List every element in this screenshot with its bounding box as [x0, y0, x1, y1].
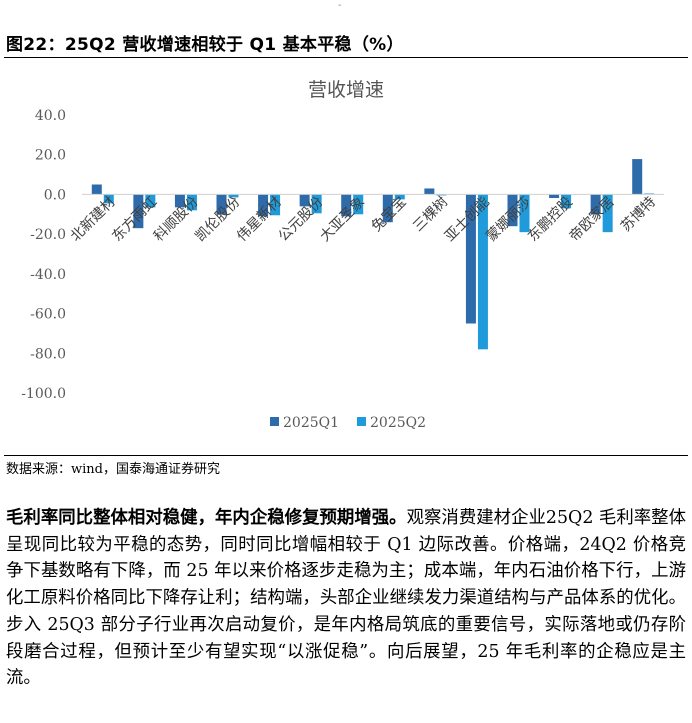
bar-chart: 营收增速 40.0 20.0 0.0 -20.0 -40.0 -60.0 -80.0 -100… — [21, 79, 664, 431]
bar-2025Q2-亚士创能 — [477, 194, 488, 350]
x-category-label: 苏博特 — [617, 193, 659, 235]
bar-2025Q2-东方雨虹 — [145, 194, 156, 208]
figure-title: 图22：25Q2 营收增速相较于 Q1 基本平稳（%） — [6, 35, 404, 55]
bars — [91, 159, 655, 350]
bar-2025Q1-东鹏控股 — [549, 194, 560, 199]
bar-2025Q2-大亚圣象 — [353, 194, 364, 215]
bar-2025Q1-帝欧家居 — [590, 194, 601, 215]
data-source: 数据来源：wind，国泰海通证券研究 — [6, 462, 220, 477]
bar-2025Q1-东方雨虹 — [133, 194, 144, 229]
bar-2025Q1-北新建材 — [91, 184, 102, 195]
bar-2025Q1-科顺股份 — [174, 194, 185, 208]
bar-2025Q2-北新建材 — [103, 194, 114, 204]
legend-label: 2025Q2 — [370, 415, 426, 431]
bar-2025Q2-凯伦股份 — [228, 194, 239, 198]
y-tick-label: -80.0 — [30, 346, 66, 362]
legend-swatch-2025Q1 — [270, 417, 279, 426]
bar-2025Q2-伟星新材 — [270, 194, 281, 216]
bar-2025Q2-科顺股份 — [186, 194, 197, 211]
bar-2025Q2-公元股份 — [311, 194, 322, 214]
bar-2025Q1-亚士创能 — [465, 194, 476, 324]
y-tick-label: -40.0 — [30, 267, 66, 283]
bar-2025Q1-凯伦股份 — [216, 194, 227, 215]
chart-title: 营收增速 — [308, 79, 384, 101]
y-tick-label: -100.0 — [21, 386, 66, 402]
top-dash-mark: - — [338, 0, 342, 11]
bar-2025Q1-苏博特 — [632, 159, 643, 195]
bar-2025Q1-大亚圣象 — [341, 194, 352, 217]
y-tick-label: -20.0 — [30, 227, 66, 243]
legend-label: 2025Q1 — [283, 415, 339, 431]
bar-2025Q2-帝欧家居 — [602, 194, 613, 233]
bar-2025Q1-三棵树 — [424, 188, 435, 195]
paragraph-lead: 毛利率同比整体相对稳健，年内企稳修复预期增强。 — [6, 508, 407, 528]
bar-2025Q2-蒙娜丽莎 — [519, 194, 530, 233]
x-category-label: 东鹏控股 — [525, 194, 576, 245]
y-tick-label: 40.0 — [35, 108, 66, 124]
bar-2025Q1-公元股份 — [299, 194, 310, 207]
y-tick-label: 20.0 — [35, 148, 66, 164]
legend: 2025Q1 2025Q2 — [270, 415, 426, 431]
body-paragraph: 毛利率同比整体相对稳健，年内企稳修复预期增强。观察消费建材企业25Q2 毛利率整… — [6, 505, 686, 692]
bar-2025Q1-兔宝宝 — [382, 194, 393, 223]
y-tick-label: -60.0 — [30, 307, 66, 323]
x-category-label: 三棵树 — [410, 194, 451, 235]
bar-2025Q2-兔宝宝 — [394, 194, 405, 200]
bar-2025Q1-蒙娜丽莎 — [507, 194, 518, 227]
top-rule — [4, 57, 688, 58]
paragraph-text: 观察消费建材企业25Q2 毛利率整体呈现同比较为平稳的态势，同时同比增幅相较于 … — [6, 508, 686, 689]
y-tick-label: 0.0 — [44, 187, 66, 203]
bar-2025Q2-东鹏控股 — [561, 194, 572, 209]
y-axis: 40.0 20.0 0.0 -20.0 -40.0 -60.0 -80.0 -100.0 — [21, 108, 66, 402]
bar-2025Q1-伟星新材 — [258, 194, 269, 217]
bottom-rule — [4, 455, 688, 456]
x-category-label: 北新建材 — [68, 194, 119, 245]
legend-swatch-2025Q2 — [357, 417, 366, 426]
